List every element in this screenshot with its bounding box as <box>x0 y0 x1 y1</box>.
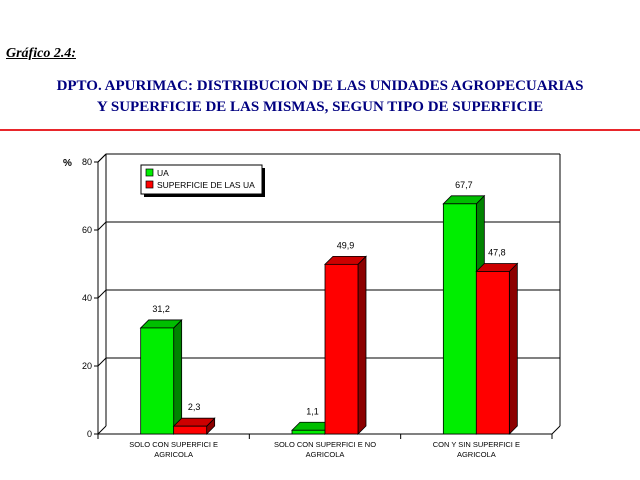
bar-ua <box>442 194 486 435</box>
title-line-2: Y SUPERFICIE DE LAS MISMAS, SEGUN TIPO D… <box>96 99 544 115</box>
grid-depth-line <box>97 289 107 299</box>
y-tick-label: 20 <box>82 361 92 371</box>
bar-ua <box>139 318 183 435</box>
data-label: 67,7 <box>455 180 473 190</box>
legend-swatch <box>145 180 154 189</box>
y-tick-label: 0 <box>87 429 92 439</box>
floor-edge <box>551 425 561 435</box>
y-axis-label: % <box>63 158 72 169</box>
y-tick-labels: 0 20 40 60 80 <box>82 157 92 439</box>
legend-swatch <box>145 168 154 177</box>
bottom-depth-line <box>97 425 107 435</box>
data-label: 49,9 <box>337 240 355 250</box>
title-line-1: DPTO. APURIMAC: DISTRIBUCION DE LAS UNID… <box>56 78 584 94</box>
x-tick-label: CON Y SIN SUPERFICI E AGRICOLA <box>433 440 520 459</box>
grid-depth-line <box>97 221 107 231</box>
x-tick-labels: SOLO CON SUPERFICI E AGRICOLA SOLO CON SUP… <box>129 440 520 459</box>
bar-superficie <box>172 417 216 435</box>
data-labels: 31,2 1,1 67,7 2,3 49,9 47,8 <box>152 180 505 416</box>
figure-label: Gráfico 2.4: <box>6 46 76 61</box>
bar-superficie <box>475 262 519 435</box>
data-label: 2,3 <box>188 402 201 412</box>
y-tick-label: 60 <box>82 225 92 235</box>
grid-depth-line <box>97 357 107 367</box>
data-label: 31,2 <box>152 304 170 314</box>
legend-box <box>140 164 263 195</box>
y-tick-label: 40 <box>82 293 92 303</box>
bar-superficie <box>324 255 367 435</box>
x-tick-label: SOLO CON SUPERFICI E NO AGRICOLA <box>274 440 376 459</box>
legend-label: SUPERFICIE DE LAS UA <box>157 180 255 190</box>
x-tick-label: SOLO CON SUPERFICI E AGRICOLA <box>129 440 218 459</box>
data-label: 47,8 <box>488 247 506 257</box>
y-tick-label: 80 <box>82 157 92 167</box>
bars <box>139 194 519 435</box>
title-rule <box>0 129 640 131</box>
data-label: 1,1 <box>306 406 319 416</box>
chart-title: DPTO. APURIMAC: DISTRIBUCION DE LAS UNID… <box>0 76 640 118</box>
top-depth-line <box>97 153 107 163</box>
legend-label: UA <box>157 168 169 178</box>
legend: UA SUPERFICIE DE LAS UA <box>140 164 265 197</box>
